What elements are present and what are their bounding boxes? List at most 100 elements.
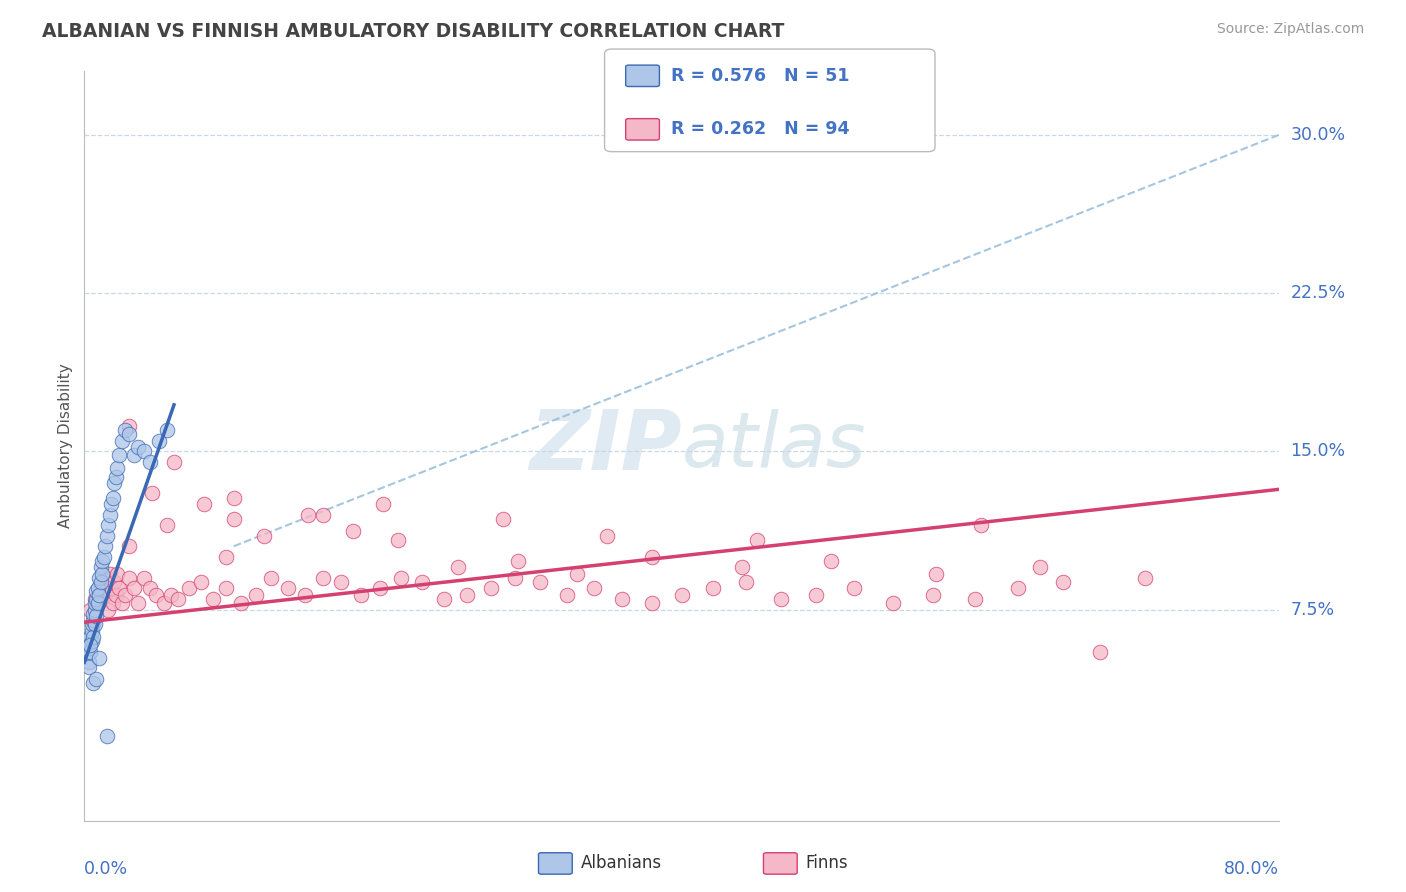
Point	[111, 434, 134, 448]
Point	[433, 592, 456, 607]
Point	[312, 508, 335, 522]
Text: 15.0%: 15.0%	[1291, 442, 1346, 460]
Point	[671, 588, 693, 602]
Point	[555, 588, 578, 602]
Point	[222, 512, 245, 526]
Point	[93, 575, 115, 590]
Point	[1133, 571, 1156, 585]
Point	[97, 518, 120, 533]
Point	[970, 518, 993, 533]
Point	[641, 549, 664, 564]
Point	[641, 596, 664, 610]
Point	[132, 571, 156, 585]
Point	[342, 524, 364, 539]
Text: atlas: atlas	[682, 409, 866, 483]
Point	[80, 634, 103, 648]
Point	[963, 592, 986, 607]
Point	[89, 651, 111, 665]
Point	[567, 566, 589, 581]
Point	[492, 512, 515, 526]
Point	[297, 508, 319, 522]
Point	[76, 645, 98, 659]
Point	[98, 566, 121, 581]
Point	[702, 582, 724, 596]
Point	[503, 571, 526, 585]
Point	[118, 571, 141, 585]
Point	[77, 639, 100, 653]
Point	[87, 596, 110, 610]
Point	[411, 575, 433, 590]
Point	[330, 575, 353, 590]
Point	[93, 549, 115, 564]
Point	[1029, 560, 1052, 574]
Point	[155, 423, 177, 437]
Text: Finns: Finns	[806, 855, 848, 872]
Point	[350, 588, 373, 602]
Text: ALBANIAN VS FINNISH AMBULATORY DISABILITY CORRELATION CHART: ALBANIAN VS FINNISH AMBULATORY DISABILIT…	[42, 22, 785, 41]
Point	[132, 444, 156, 458]
Point	[114, 588, 136, 602]
Point	[277, 582, 299, 596]
Point	[82, 613, 104, 627]
Point	[745, 533, 768, 547]
Point	[231, 596, 253, 610]
Point	[925, 566, 948, 581]
Point	[79, 645, 101, 659]
Text: Albanians: Albanians	[581, 855, 662, 872]
Point	[107, 449, 129, 463]
Point	[107, 582, 129, 596]
Text: 7.5%: 7.5%	[1291, 600, 1334, 618]
Point	[80, 617, 103, 632]
Point	[735, 575, 758, 590]
Point	[479, 582, 502, 596]
Point	[82, 630, 104, 644]
Point	[105, 461, 128, 475]
Point	[882, 596, 904, 610]
Point	[245, 588, 267, 602]
Point	[90, 575, 112, 590]
Point	[139, 455, 162, 469]
Point	[118, 419, 141, 434]
Point	[89, 571, 111, 585]
Point	[94, 539, 117, 553]
Point	[100, 582, 122, 596]
Text: 0.0%: 0.0%	[84, 860, 128, 878]
Point	[87, 582, 110, 596]
Point	[86, 592, 108, 607]
Point	[456, 588, 478, 602]
Point	[122, 582, 145, 596]
Point	[389, 571, 412, 585]
Text: 80.0%: 80.0%	[1225, 860, 1279, 878]
Point	[148, 434, 170, 448]
Point	[769, 592, 792, 607]
Point	[82, 676, 104, 690]
Point	[104, 588, 127, 602]
Point	[163, 455, 186, 469]
Point	[141, 486, 163, 500]
Point	[215, 582, 238, 596]
Point	[612, 592, 634, 607]
Point	[842, 582, 865, 596]
Point	[111, 596, 134, 610]
Point	[90, 560, 112, 574]
Point	[80, 624, 103, 638]
Point	[155, 518, 177, 533]
Text: Source: ZipAtlas.com: Source: ZipAtlas.com	[1216, 22, 1364, 37]
Point	[127, 440, 149, 454]
Y-axis label: Ambulatory Disability: Ambulatory Disability	[58, 364, 73, 528]
Point	[91, 566, 114, 581]
Point	[190, 575, 212, 590]
Point	[91, 592, 114, 607]
Point	[253, 529, 276, 543]
Text: ZIP: ZIP	[529, 406, 682, 486]
Text: 22.5%: 22.5%	[1291, 284, 1346, 302]
Point	[596, 529, 619, 543]
Point	[122, 449, 145, 463]
Point	[145, 588, 167, 602]
Point	[83, 617, 105, 632]
Point	[89, 596, 111, 610]
Point	[820, 554, 842, 568]
Point	[89, 588, 111, 602]
Point	[582, 582, 605, 596]
Point	[529, 575, 551, 590]
